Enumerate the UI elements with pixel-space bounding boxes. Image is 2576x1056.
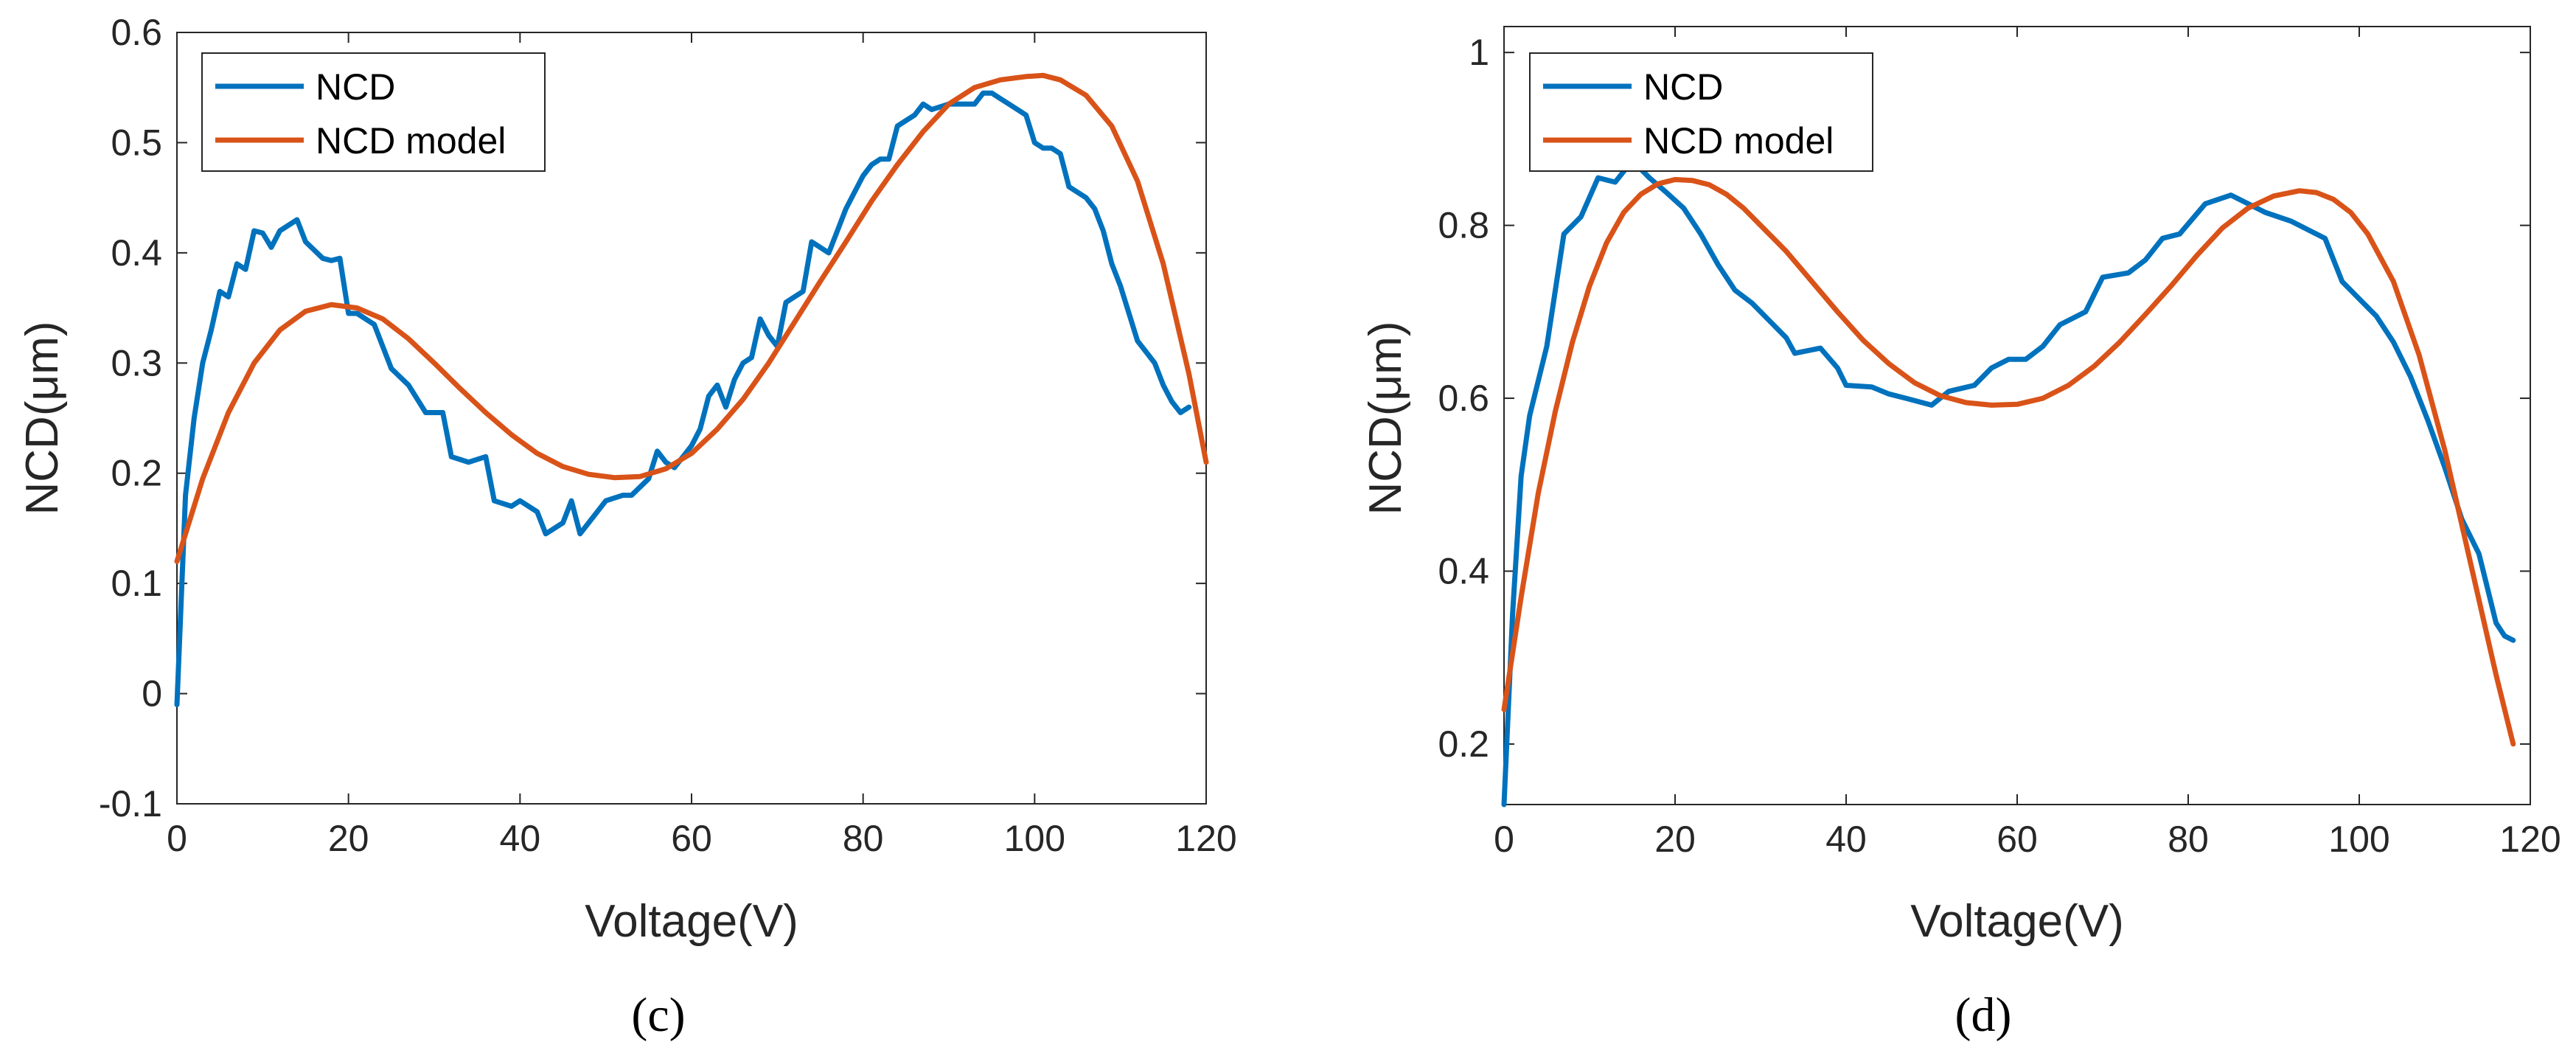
- legend: NCD NCD model: [1529, 52, 1873, 172]
- x-tick-label: 120: [2499, 819, 2561, 860]
- legend-box: [1529, 52, 1873, 172]
- series-lines: [174, 72, 1209, 707]
- x-axis-label: Voltage(V): [585, 896, 798, 947]
- x-tick-label: 80: [843, 818, 884, 859]
- legend: NCD NCD model: [201, 52, 546, 172]
- legend-label-ncd: NCD: [1643, 66, 1723, 108]
- y-tick-label: 1: [1469, 32, 1489, 73]
- y-tick-label: -0.1: [99, 783, 162, 824]
- y-tick-label: 0.4: [1438, 551, 1489, 592]
- panel-caption: (c): [631, 988, 685, 1042]
- x-tick-label: 0: [167, 818, 187, 859]
- tick-marks: [1503, 27, 2531, 805]
- y-tick-label: 0.3: [111, 342, 162, 383]
- legend-label-ncd: NCD: [316, 66, 395, 108]
- panel-caption: (d): [1955, 988, 2012, 1042]
- x-tick-label: 100: [1004, 818, 1065, 859]
- y-axis-label: NCD(μm): [1360, 322, 1411, 515]
- series-line-ncd: [1501, 158, 2516, 807]
- legend-label-ncd-model: NCD model: [1643, 120, 1834, 161]
- x-tick-label: 20: [1654, 819, 1696, 860]
- legend-box: [201, 52, 546, 172]
- x-tick-label: 40: [1825, 819, 1867, 860]
- y-tick-label: 0.6: [111, 12, 162, 53]
- y-tick-label: 0.2: [111, 453, 162, 494]
- y-tick-label: 0.4: [111, 232, 162, 274]
- y-tick-label: 0.5: [111, 122, 162, 163]
- x-tick-label: 80: [2168, 819, 2209, 860]
- series-line-ncd: [174, 90, 1192, 707]
- x-tick-label: 60: [1997, 819, 2038, 860]
- legend-label-ncd-model: NCD model: [316, 120, 506, 161]
- tick-labels: 0 20 40 60 80 100 120-0.100.10.20.30.40.50.6: [99, 12, 1237, 859]
- x-tick-label: 20: [328, 818, 369, 859]
- y-tick-label: 0.8: [1438, 205, 1489, 246]
- series-lines: [1501, 158, 2516, 807]
- series-line-ncd-model: [1501, 177, 2516, 747]
- x-tick-label: 40: [500, 818, 541, 859]
- y-tick-label: 0.1: [111, 563, 162, 604]
- y-tick-label: 0: [142, 673, 162, 715]
- tick-labels: 0 20 40 60 80 100 120 0.2 0.4 0.6 0.8 1: [1438, 32, 2561, 860]
- x-tick-label: 120: [1175, 818, 1236, 859]
- x-tick-label: 0: [1494, 819, 1514, 860]
- x-tick-label: 100: [2328, 819, 2389, 860]
- x-tick-label: 60: [671, 818, 712, 859]
- y-tick-label: 0.2: [1438, 723, 1489, 765]
- series-line-ncd-model: [174, 72, 1209, 564]
- x-axis-label: Voltage(V): [1910, 896, 2124, 947]
- y-tick-label: 0.6: [1438, 378, 1489, 419]
- panel-c: 0 20 40 60 80 100 120-0.100.10.20.30.40.50.6 V…: [17, 12, 1237, 1042]
- y-axis-label: NCD(μm): [17, 322, 68, 515]
